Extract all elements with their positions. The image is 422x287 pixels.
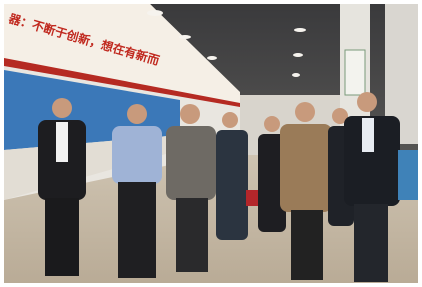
person bbox=[38, 98, 86, 276]
page: 器：不断于创新，想在有新而 (() => { const data = JSON… bbox=[0, 0, 422, 287]
chairs bbox=[398, 150, 418, 200]
photo: 器：不断于创新，想在有新而 bbox=[0, 0, 422, 287]
person bbox=[216, 112, 248, 240]
person bbox=[112, 104, 162, 278]
sign bbox=[345, 50, 365, 95]
